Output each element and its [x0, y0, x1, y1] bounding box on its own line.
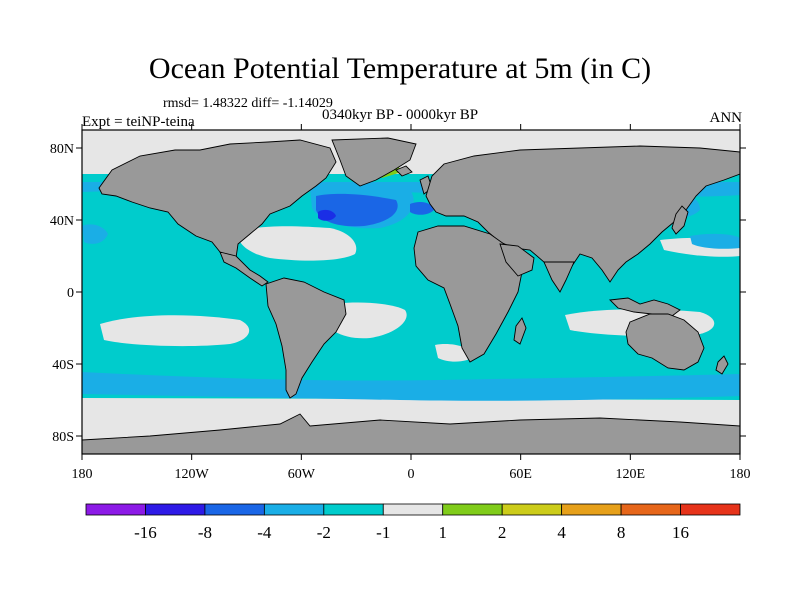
- new-zealand-land: [715, 355, 729, 375]
- colorbar-swatch: [442, 503, 503, 516]
- colorbar: -16 -8 -4 -2 -1 1 2 4 8 16: [85, 503, 741, 542]
- colorbar-label: 16: [672, 523, 689, 542]
- colorbar-label: 1: [438, 523, 447, 542]
- iceland-land: [395, 165, 413, 177]
- land-masses: [82, 137, 740, 454]
- antarctica-land: [82, 413, 740, 454]
- y-tick-label: 80N: [50, 142, 74, 157]
- x-tick-label: 180: [730, 467, 751, 482]
- stats-label: rmsd= 1.48322 diff= -1.14029: [163, 96, 333, 111]
- greenland-land: [331, 137, 417, 187]
- colorbar-label: 2: [498, 523, 507, 542]
- australia-land: [625, 313, 705, 371]
- colorbar-swatch: [85, 503, 146, 516]
- x-tick-label: 180: [72, 467, 93, 482]
- colorbar-swatch: [263, 503, 325, 516]
- indonesia-land: [609, 297, 681, 317]
- minus-8-to-16-region: [318, 209, 336, 221]
- colorbar-swatch: [501, 503, 563, 516]
- colorbar-label: -16: [134, 523, 157, 542]
- y-tick-label: 40S: [52, 358, 74, 373]
- north-america-land: [98, 139, 337, 263]
- japan-land: [671, 205, 689, 235]
- colorbar-swatch: [382, 503, 444, 516]
- colorbar-label: 8: [617, 523, 626, 542]
- south-america-land: [265, 277, 347, 399]
- india-land: [543, 261, 575, 293]
- x-tick-label: 0: [408, 467, 415, 482]
- x-tick-label: 120E: [616, 467, 646, 482]
- colorbar-swatch: [323, 503, 384, 516]
- central-america-land: [219, 251, 269, 287]
- colorbar-swatch: [680, 503, 741, 516]
- arabia-land: [499, 243, 535, 277]
- map-title: Ocean Potential Temperature at 5m (in C): [148, 52, 652, 85]
- colorbar-swatch: [145, 503, 206, 516]
- x-tick-label: 120W: [175, 467, 210, 482]
- colorbar-label: -4: [257, 523, 272, 542]
- colorbar-label: -8: [198, 523, 212, 542]
- africa-land: [413, 225, 523, 363]
- colorbar-label: -1: [376, 523, 390, 542]
- colorbar-label: 4: [557, 523, 566, 542]
- x-tick-label: 60W: [288, 467, 316, 482]
- x-tick-label: 60E: [509, 467, 532, 482]
- period-label: 0340kyr BP - 0000kyr BP: [322, 107, 479, 123]
- axis-ticks: 180 120W 60W 0 60E 120E 180 80N 40N 0 40S 80S: [50, 124, 751, 482]
- y-tick-label: 80S: [52, 430, 74, 445]
- colorbar-label: -2: [317, 523, 331, 542]
- experiment-label: Expt = teiNP-teina: [82, 114, 195, 130]
- y-tick-label: 0: [67, 286, 74, 301]
- colorbar-swatch: [204, 503, 265, 516]
- y-tick-label: 40N: [50, 214, 74, 229]
- map-plot-area: [82, 130, 740, 454]
- colorbar-swatch: [561, 503, 622, 516]
- colorbar-swatch: [620, 503, 681, 516]
- season-label: ANN: [709, 110, 743, 126]
- minus-4-to-8-regions: [316, 193, 434, 227]
- madagascar-land: [513, 317, 527, 345]
